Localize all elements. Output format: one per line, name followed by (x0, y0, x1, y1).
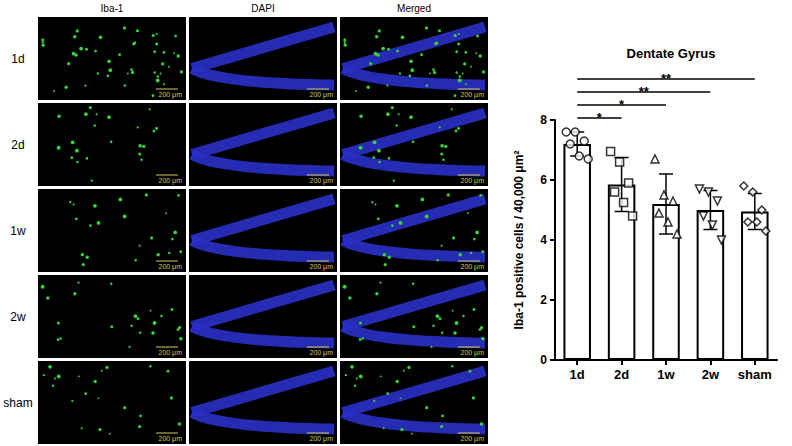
svg-text:1d: 1d (570, 367, 585, 382)
svg-text:200 μm: 200 μm (310, 263, 334, 271)
svg-text:2d: 2d (11, 138, 24, 152)
svg-text:*: * (619, 97, 625, 112)
svg-text:2w: 2w (702, 367, 720, 382)
svg-text:200 μm: 200 μm (159, 349, 183, 357)
svg-text:200 μm: 200 μm (159, 91, 183, 99)
svg-text:8: 8 (540, 113, 547, 127)
svg-text:6: 6 (540, 173, 547, 187)
svg-text:2w: 2w (10, 310, 26, 324)
svg-text:sham: sham (3, 396, 32, 410)
svg-text:Iba-1 positive cells / 40,000: Iba-1 positive cells / 40,000 μm² (512, 151, 526, 330)
svg-text:200 μm: 200 μm (461, 349, 485, 357)
svg-text:1w: 1w (10, 224, 26, 238)
svg-text:200 μm: 200 μm (461, 435, 485, 443)
svg-text:200 μm: 200 μm (159, 263, 183, 271)
svg-text:Dentate Gyrus: Dentate Gyrus (627, 46, 716, 61)
svg-text:200 μm: 200 μm (461, 91, 485, 99)
svg-text:Iba-1: Iba-1 (101, 3, 124, 14)
svg-text:200 μm: 200 μm (461, 177, 485, 185)
svg-text:**: ** (661, 71, 672, 86)
svg-text:**: ** (639, 84, 650, 99)
svg-text:*: * (597, 110, 603, 125)
svg-text:200 μm: 200 μm (159, 177, 183, 185)
svg-text:1w: 1w (657, 367, 675, 382)
svg-text:Merged: Merged (397, 3, 431, 14)
svg-text:200 μm: 200 μm (310, 349, 334, 357)
svg-text:200 μm: 200 μm (461, 263, 485, 271)
svg-text:200 μm: 200 μm (159, 435, 183, 443)
svg-text:DAPI: DAPI (251, 3, 274, 14)
svg-text:2d: 2d (614, 367, 629, 382)
svg-text:200 μm: 200 μm (310, 91, 334, 99)
svg-text:4: 4 (540, 233, 547, 247)
svg-text:1d: 1d (11, 52, 24, 66)
svg-text:2: 2 (540, 293, 547, 307)
svg-text:200 μm: 200 μm (310, 435, 334, 443)
svg-text:sham: sham (738, 367, 772, 382)
svg-text:0: 0 (540, 353, 547, 367)
svg-text:200 μm: 200 μm (310, 177, 334, 185)
